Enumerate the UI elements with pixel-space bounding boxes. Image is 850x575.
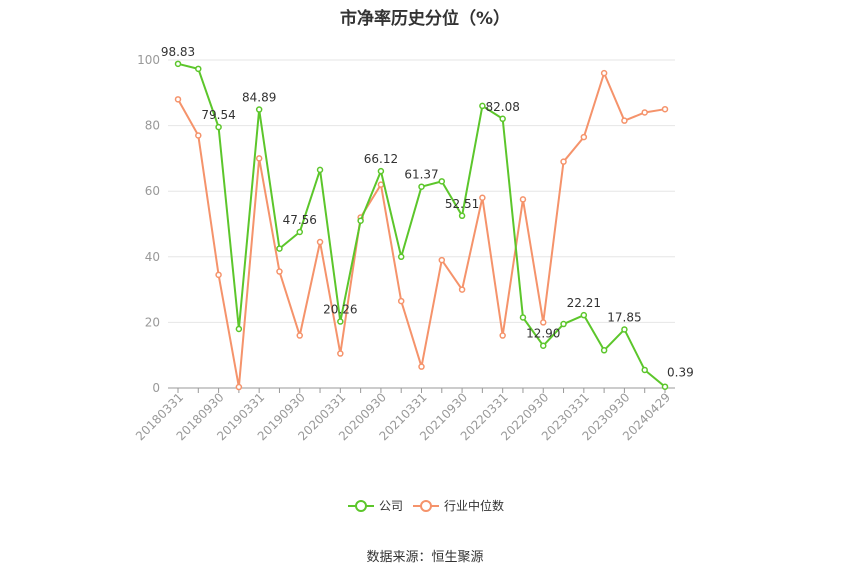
data-point-1 xyxy=(255,155,263,162)
data-label: 12.90 xyxy=(526,327,560,341)
data-label: 47.56 xyxy=(283,213,317,227)
data-point-0 xyxy=(215,123,222,131)
data-point-0 xyxy=(661,383,669,390)
data-point-1 xyxy=(215,271,222,279)
data-point-0 xyxy=(377,167,385,175)
data-point-0 xyxy=(519,314,527,321)
data-point-1 xyxy=(560,158,567,165)
data-point-0 xyxy=(600,347,608,354)
data-point-1 xyxy=(235,383,243,391)
data-label: 66.12 xyxy=(364,152,398,166)
data-label: 52.51 xyxy=(445,197,479,211)
legend-marker xyxy=(420,500,432,512)
data-point-0 xyxy=(195,65,202,73)
data-point-0 xyxy=(174,60,182,68)
data-point-0 xyxy=(499,115,506,123)
data-point-1 xyxy=(600,69,608,77)
data-label: 84.89 xyxy=(242,91,276,105)
data-point-0 xyxy=(580,311,588,319)
data-point-0 xyxy=(458,212,466,220)
data-source-note: 数据来源：恒生聚源 xyxy=(366,550,484,565)
legend-item-0[interactable]: 公司 xyxy=(348,499,403,513)
data-label: 22.21 xyxy=(567,296,601,310)
data-point-1 xyxy=(641,109,648,116)
data-point-1 xyxy=(540,319,547,326)
data-point-1 xyxy=(174,96,182,103)
data-point-1 xyxy=(316,238,324,246)
data-point-0 xyxy=(296,228,303,236)
data-label: 79.54 xyxy=(201,108,235,122)
data-point-0 xyxy=(479,102,486,110)
data-point-0 xyxy=(540,342,547,349)
data-point-1 xyxy=(661,105,669,113)
data-label: 0.39 xyxy=(667,366,694,380)
series-line-1 xyxy=(177,72,666,389)
y-tick-label: 40 xyxy=(145,250,160,264)
data-point-0 xyxy=(337,318,344,325)
y-tick-label: 100 xyxy=(137,53,160,67)
chart-title: 市净率历史分位（%） xyxy=(339,9,511,29)
data-label: 82.08 xyxy=(485,100,519,114)
legend[interactable]: 公司 行业中位数 xyxy=(348,498,504,513)
data-point-1 xyxy=(296,332,303,339)
data-point-0 xyxy=(418,183,425,190)
data-label: 98.83 xyxy=(161,45,195,59)
data-label: 17.85 xyxy=(607,310,641,324)
data-point-1 xyxy=(519,196,527,203)
data-point-1 xyxy=(195,132,202,139)
y-tick-label: 0 xyxy=(152,381,160,395)
data-point-1 xyxy=(621,117,628,124)
legend-label: 公司 xyxy=(379,499,403,513)
y-tick-label: 60 xyxy=(145,184,160,198)
data-point-0 xyxy=(560,320,567,328)
data-point-0 xyxy=(235,325,243,333)
data-point-0 xyxy=(641,366,648,374)
legend-item-1[interactable]: 行业中位数 xyxy=(413,498,504,513)
data-point-1 xyxy=(377,181,385,188)
data-point-1 xyxy=(458,286,466,293)
data-label: 20.26 xyxy=(323,303,357,317)
data-point-0 xyxy=(316,166,324,174)
data-point-0 xyxy=(255,106,263,113)
y-tick-label: 20 xyxy=(145,315,160,329)
data-point-0 xyxy=(621,326,628,333)
data-point-0 xyxy=(357,217,364,224)
data-label: 61.37 xyxy=(404,168,438,182)
data-point-1 xyxy=(397,297,405,305)
data-point-1 xyxy=(276,268,283,275)
data-point-0 xyxy=(397,253,405,261)
data-point-1 xyxy=(580,133,588,141)
data-point-1 xyxy=(499,332,506,339)
data-point-1 xyxy=(438,256,446,264)
legend-marker xyxy=(355,500,367,512)
data-point-0 xyxy=(276,245,283,252)
data-point-1 xyxy=(418,363,425,370)
data-point-1 xyxy=(479,194,486,202)
y-tick-label: 80 xyxy=(145,119,160,133)
data-point-1 xyxy=(337,350,344,357)
data-point-0 xyxy=(438,178,446,185)
legend-label: 行业中位数 xyxy=(444,498,504,513)
